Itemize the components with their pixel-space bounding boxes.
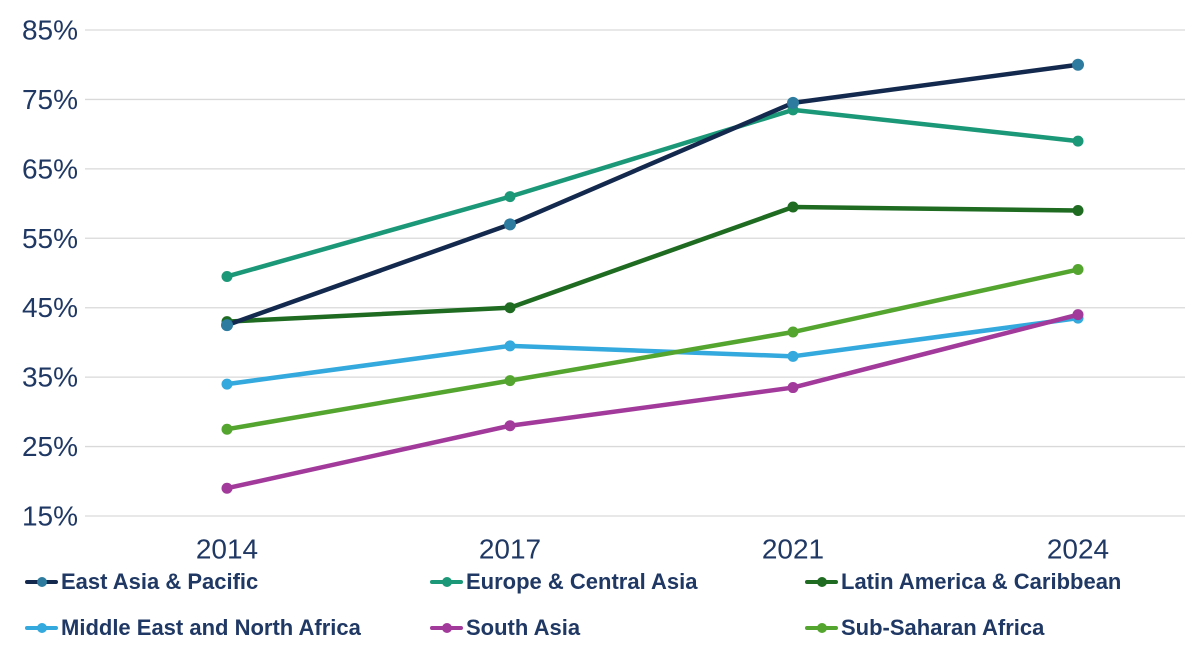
legend-label: Sub-Saharan Africa (841, 615, 1045, 640)
legend-item-sub-saharan-africa: Sub-Saharan Africa (805, 615, 1044, 641)
legend-item-east-asia-and-pacific: East Asia & Pacific (25, 569, 258, 595)
y-tick-label-45: 45% (22, 292, 78, 323)
series-line-south-asia (224, 312, 1081, 491)
series-point-latin-america-and-caribbean-2021 (787, 201, 799, 213)
legend-item-europe-and-central-asia: Europe & Central Asia (430, 569, 697, 595)
series-line-latin-america-and-caribbean (224, 204, 1081, 324)
series-point-middle-east-and-north-africa-2021 (787, 350, 799, 362)
legend-item-middle-east-and-north-africa: Middle East and North Africa (25, 615, 361, 641)
y-tick-label-65: 65% (22, 153, 78, 184)
legend-marker-icon (805, 623, 838, 633)
series-point-sub-saharan-africa-2014 (221, 423, 233, 435)
y-tick-label-15: 15% (22, 501, 78, 532)
legend-marker-icon (25, 577, 58, 587)
legend-marker-icon (430, 577, 463, 587)
series-point-sub-saharan-africa-2017 (504, 375, 516, 387)
series-point-europe-and-central-asia-2014 (221, 270, 233, 282)
legend-label: Middle East and North Africa (61, 615, 361, 640)
y-tick-label-75: 75% (22, 84, 78, 115)
x-tick-label-2017: 2017 (479, 534, 541, 565)
legend-marker-icon (25, 623, 58, 633)
y-tick-label-85: 85% (22, 15, 78, 46)
y-tick-label-55: 55% (22, 223, 78, 254)
series-line-middle-east-and-north-africa (224, 315, 1081, 387)
series-point-sub-saharan-africa-2021 (787, 326, 799, 338)
legend-label: South Asia (466, 615, 581, 640)
legend-label: Europe & Central Asia (466, 569, 698, 594)
legend-marker-icon (805, 577, 838, 587)
legend-item-south-asia: South Asia (430, 615, 580, 641)
series-point-middle-east-and-north-africa-2014 (221, 378, 233, 390)
series-point-east-asia-and-pacific-2017 (504, 218, 516, 231)
series-point-latin-america-and-caribbean-2024 (1072, 205, 1084, 217)
x-tick-label-2024: 2024 (1047, 534, 1109, 565)
series-point-middle-east-and-north-africa-2017 (504, 340, 516, 352)
y-tick-label-35: 35% (22, 362, 78, 393)
series-point-east-asia-and-pacific-2024 (1072, 58, 1084, 71)
series-point-south-asia-2021 (787, 382, 799, 394)
series-point-south-asia-2024 (1072, 309, 1084, 321)
series-point-south-asia-2014 (221, 482, 233, 494)
legend-label: East Asia & Pacific (61, 569, 259, 594)
x-tick-label-2021: 2021 (762, 534, 824, 565)
legend-item-latin-america-and-caribbean: Latin America & Caribbean (805, 569, 1121, 595)
series-line-east-asia-and-pacific (224, 62, 1081, 328)
series-point-east-asia-and-pacific-2021 (787, 96, 799, 109)
series-point-latin-america-and-caribbean-2017 (504, 302, 516, 314)
legend-label: Latin America & Caribbean (841, 569, 1122, 594)
y-tick-label-25: 25% (22, 431, 78, 462)
series-line-sub-saharan-africa (224, 267, 1081, 432)
x-tick-label-2014: 2014 (196, 534, 258, 565)
series-point-europe-and-central-asia-2017 (504, 191, 516, 203)
series-line-europe-and-central-asia (224, 107, 1081, 279)
series-point-south-asia-2017 (504, 420, 516, 432)
legend-marker-icon (430, 623, 463, 633)
series-point-europe-and-central-asia-2024 (1072, 135, 1084, 147)
series-point-sub-saharan-africa-2024 (1072, 264, 1084, 276)
series-point-east-asia-and-pacific-2014 (221, 319, 233, 332)
